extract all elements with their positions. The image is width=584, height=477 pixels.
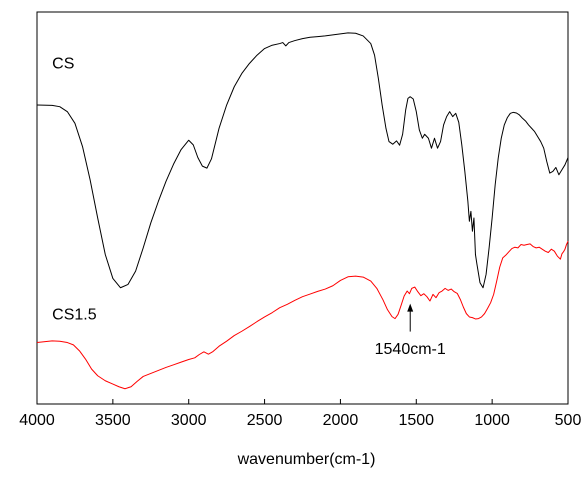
series-label-layer: CS CS1.5 — [52, 55, 97, 323]
x-axis: 4000 3500 3000 2500 2000 1500 1000 500 — [19, 399, 581, 429]
x-tick-label: 4000 — [19, 412, 55, 429]
x-tick-label: 1000 — [474, 412, 510, 429]
annotation-label: 1540cm-1 — [375, 341, 446, 358]
series-label-cs: CS — [52, 55, 74, 72]
x-tick-label: 3000 — [171, 412, 207, 429]
annotation-layer: 1540cm-1 — [375, 303, 446, 358]
annotation-arrow-head — [407, 303, 414, 312]
x-tick-label: 1500 — [398, 412, 434, 429]
x-tick-label: 3500 — [95, 412, 131, 429]
x-axis-title: wavenumber(cm-1) — [237, 451, 376, 468]
plot-frame — [36, 11, 569, 405]
x-tick-label: 2500 — [247, 412, 283, 429]
series-layer — [36, 32, 569, 390]
x-tick-label: 2000 — [323, 412, 359, 429]
series-line-cs1-5 — [36, 241, 569, 390]
series-label-cs1-5: CS1.5 — [52, 306, 97, 323]
x-tick-label: 500 — [555, 412, 582, 429]
series-line-cs — [36, 32, 569, 289]
